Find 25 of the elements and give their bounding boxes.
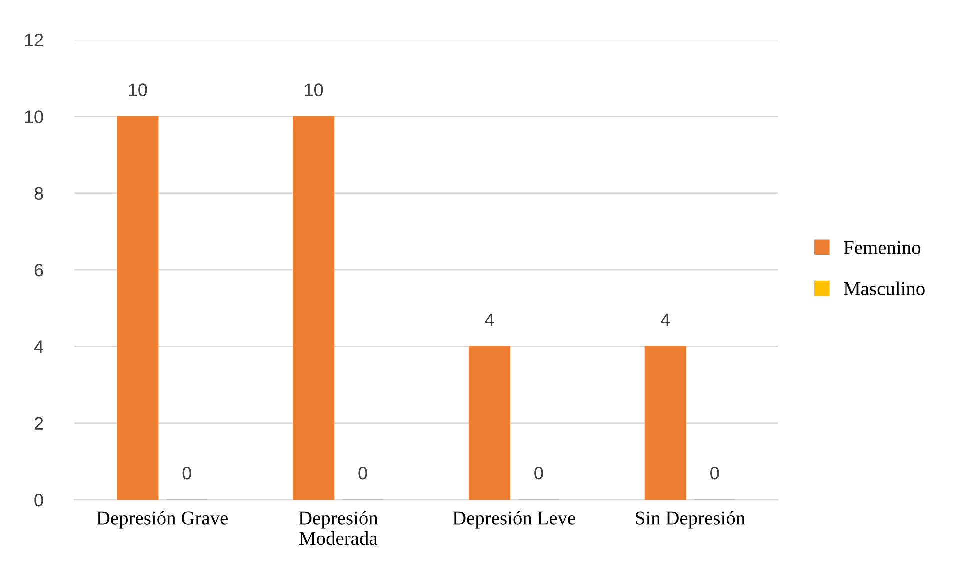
y-tick-label: 0 (34, 494, 44, 507)
y-tick-label: 12 (25, 34, 44, 47)
y-tick-label: 10 (25, 110, 44, 124)
data-label: 0 (182, 467, 192, 480)
legend-label: Femenino (844, 241, 921, 254)
x-tick-label: Depresión Grave (96, 511, 228, 529)
data-label: 10 (129, 84, 148, 96)
y-tick-label: 6 (34, 264, 44, 277)
data-label: 0 (358, 467, 368, 480)
bar (644, 346, 686, 500)
y-tick-label: 2 (34, 417, 44, 430)
data-label: 4 (485, 314, 494, 326)
data-label: 4 (661, 314, 670, 326)
x-tick-label: Sin Depresión (636, 511, 746, 529)
x-tick-label: Depresión Moderada (299, 511, 378, 546)
data-label: 0 (534, 467, 544, 480)
bar (117, 116, 159, 500)
x-tick-label: Depresión Leve (453, 511, 576, 529)
data-label: 10 (305, 84, 324, 96)
legend-label: Masculino (844, 282, 925, 296)
bar (468, 346, 510, 500)
y-tick-label: 8 (34, 187, 44, 200)
data-label: 0 (710, 467, 720, 480)
bar (293, 116, 335, 500)
y-tick-label: 4 (34, 340, 44, 354)
